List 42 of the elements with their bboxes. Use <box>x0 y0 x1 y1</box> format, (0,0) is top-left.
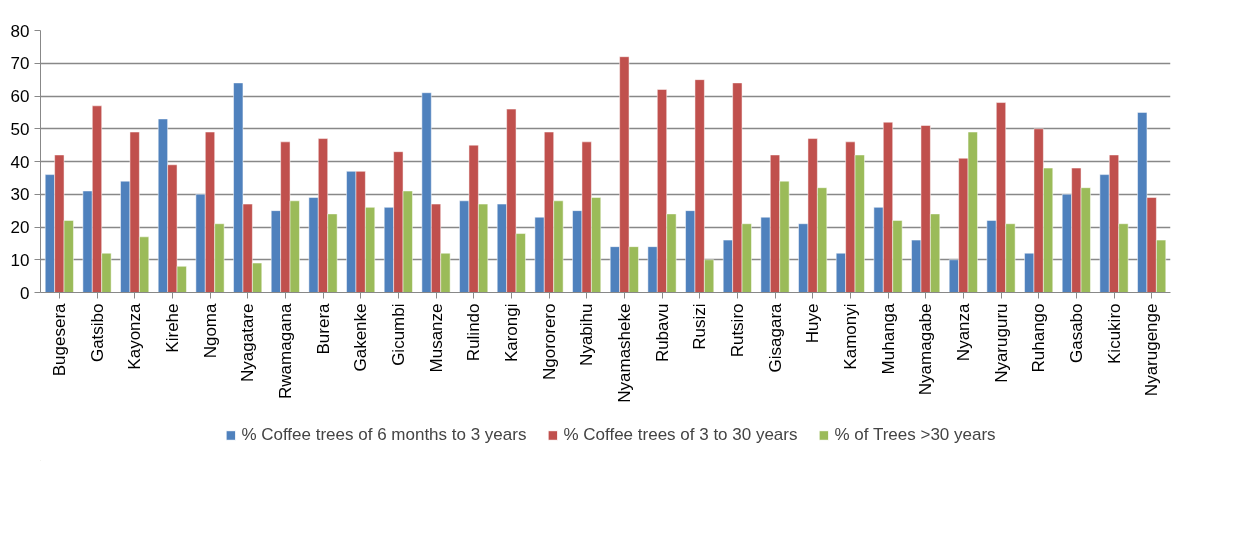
x-tick-label: Rutsiro <box>727 303 747 358</box>
y-tick-label: 50 <box>10 119 30 139</box>
x-tick-label: Ngororero <box>539 303 559 381</box>
x-tick-label: Gatsibo <box>87 303 107 363</box>
x-tick-label: Kicukiro <box>1104 303 1124 364</box>
x-tick-label: Nyamasheke <box>614 303 634 403</box>
x-tick-label: Karongi <box>501 303 521 363</box>
y-tick-label: 0 <box>20 283 30 303</box>
legend-label: % of Trees >30 years <box>834 425 996 445</box>
y-tick-label: 70 <box>10 54 30 74</box>
x-tick-label: Nyamagabe <box>916 303 936 396</box>
x-tick-label: Nyabihu <box>577 303 597 366</box>
x-tick-label: Muhanga <box>878 302 898 375</box>
y-tick-label: 30 <box>10 185 30 205</box>
x-tick-label: Gakenke <box>351 303 371 372</box>
legend-label: % Coffee trees of 3 to 30 years <box>563 425 798 445</box>
x-tick-label: Huye <box>803 303 823 344</box>
x-tick-label: Gicumbi <box>388 303 408 366</box>
x-tick-label: Gasabo <box>1066 303 1086 364</box>
x-tick-label: Bugesera <box>49 302 69 377</box>
legend-label: % Coffee trees of 6 months to 3 years <box>241 425 527 445</box>
x-tick-label: Burera <box>313 302 333 355</box>
x-tick-label: Nyaruguru <box>991 303 1011 383</box>
x-tick-label: Rubavu <box>652 303 672 363</box>
x-tick-label: Nyanza <box>953 302 973 362</box>
x-tick-label: Nyarugenge <box>1142 303 1162 397</box>
x-tick-label: Nyagatare <box>238 303 258 382</box>
x-tick-label: Rwamagana <box>275 302 295 399</box>
x-tick-label: Kirehe <box>162 303 182 353</box>
x-tick-label: Ngoma <box>200 302 220 359</box>
x-tick-label: Musanze <box>426 303 446 373</box>
x-tick-label: Rusizi <box>690 303 710 350</box>
x-tick-label: Kayonza <box>125 302 145 370</box>
y-tick-label: 40 <box>10 152 30 172</box>
y-tick-label: 10 <box>10 250 30 270</box>
x-tick-label: Ruhango <box>1029 303 1049 373</box>
x-tick-label: Gisagara <box>765 302 785 373</box>
x-tick-label: Kamonyi <box>840 303 860 370</box>
y-tick-label: 20 <box>10 218 30 237</box>
x-tick-label: Rulindo <box>464 303 484 362</box>
y-tick-label: 60 <box>10 87 30 106</box>
y-tick-label: 80 <box>10 21 30 41</box>
